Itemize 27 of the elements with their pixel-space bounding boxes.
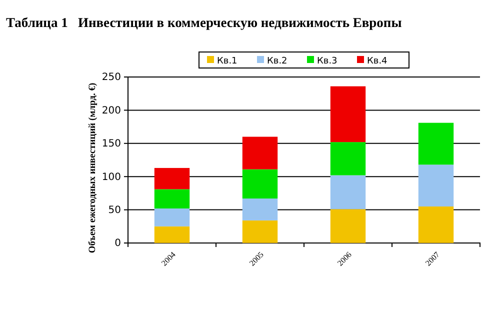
- bar: [418, 122, 454, 165]
- y-tick-label: 250: [102, 72, 121, 84]
- y-tick-label: 200: [102, 105, 121, 116]
- bar: [330, 175, 366, 210]
- y-tick-label: 100: [102, 172, 121, 183]
- bar: [154, 168, 190, 190]
- bar: [242, 220, 278, 243]
- chart-title: Таблица 1 Инвестиции в коммерческую недвижимость Европы: [6, 15, 402, 30]
- bar: [418, 164, 454, 206]
- bar: [330, 86, 366, 142]
- bar: [330, 209, 366, 243]
- legend-label: Кв.1: [217, 56, 238, 66]
- bar: [154, 208, 190, 226]
- bar: [330, 142, 366, 176]
- y-axis-title: Объем ежегодных инвестиций (млрд. €): [88, 82, 98, 254]
- legend-label: Кв.3: [317, 56, 338, 66]
- y-tick-label: 0: [114, 238, 121, 250]
- bar: [242, 169, 278, 199]
- legend-label: Кв.4: [367, 56, 388, 66]
- bar: [242, 198, 278, 220]
- bar: [418, 206, 454, 243]
- bar: [154, 189, 190, 208]
- y-tick-label: 50: [108, 205, 121, 216]
- legend-label: Кв.2: [267, 56, 288, 66]
- bar: [154, 226, 190, 243]
- y-tick-label: 150: [102, 138, 121, 150]
- bar: [242, 136, 278, 170]
